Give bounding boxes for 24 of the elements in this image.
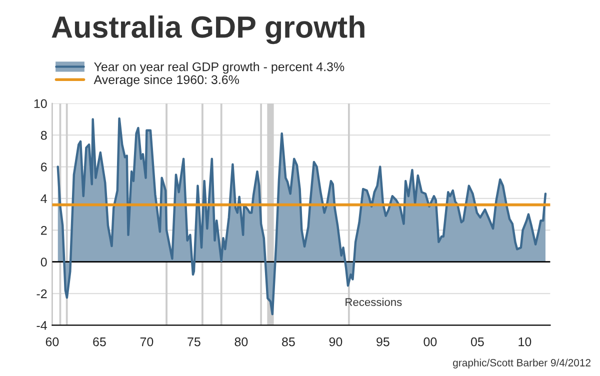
x-tick-label: 95 — [376, 337, 390, 346]
chart-title: Australia GDP growth — [52, 15, 364, 44]
x-tick-label: 85 — [282, 337, 295, 346]
y-tick-label: 2 — [41, 226, 47, 235]
legend-label: Year on year real GDP growth - percent 4.3% — [94, 62, 344, 74]
text: graphic/Scott Barber 9/4/2012 — [453, 358, 590, 368]
x-tick-label: 05 — [470, 337, 484, 346]
x-tick-label: 80 — [234, 337, 248, 346]
annotation: Recessions — [346, 298, 402, 306]
x-tick-label: 00 — [424, 337, 437, 346]
y-tick-label: 6 — [41, 162, 47, 172]
x-tick-label: 60 — [46, 337, 59, 346]
y-tick-label: 8 — [40, 130, 47, 140]
y-tick-label: -2 — [36, 289, 47, 298]
x-tick-label: 90 — [329, 337, 342, 346]
x-tick-label: 75 — [188, 338, 200, 346]
x-tick-label: 10 — [518, 337, 532, 346]
legend-label: Average since 1960: 3.6% — [94, 74, 240, 87]
x-tick-label: 65 — [93, 337, 106, 346]
y-tick-label: -4 — [36, 321, 47, 330]
y-tick-label: 0 — [40, 258, 47, 267]
x-tick-label: 70 — [140, 337, 154, 346]
y-tick-label: 10 — [34, 99, 47, 108]
y-tick-label: 4 — [40, 194, 47, 204]
